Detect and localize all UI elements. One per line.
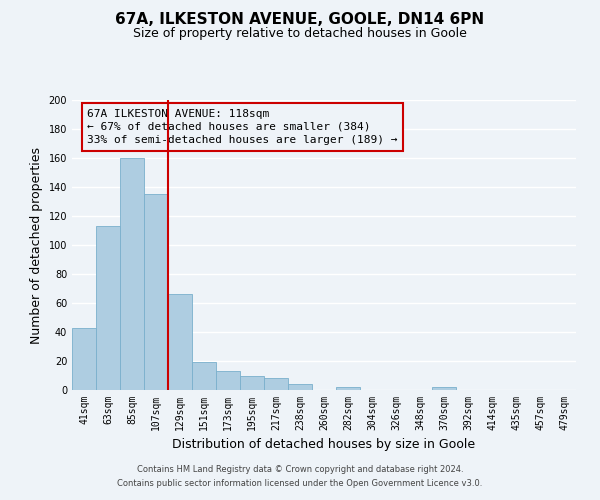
Bar xyxy=(216,371,240,390)
Bar xyxy=(120,158,144,390)
Bar xyxy=(144,194,168,390)
Text: 67A, ILKESTON AVENUE, GOOLE, DN14 6PN: 67A, ILKESTON AVENUE, GOOLE, DN14 6PN xyxy=(115,12,485,28)
Y-axis label: Number of detached properties: Number of detached properties xyxy=(30,146,43,344)
Bar xyxy=(432,387,456,390)
Bar xyxy=(72,328,96,390)
Bar xyxy=(192,362,216,390)
Bar xyxy=(288,384,312,390)
Text: Size of property relative to detached houses in Goole: Size of property relative to detached ho… xyxy=(133,28,467,40)
X-axis label: Distribution of detached houses by size in Goole: Distribution of detached houses by size … xyxy=(172,438,476,452)
Text: 67A ILKESTON AVENUE: 118sqm
← 67% of detached houses are smaller (384)
33% of se: 67A ILKESTON AVENUE: 118sqm ← 67% of det… xyxy=(87,108,398,145)
Text: Contains HM Land Registry data © Crown copyright and database right 2024.
Contai: Contains HM Land Registry data © Crown c… xyxy=(118,466,482,487)
Bar xyxy=(96,226,120,390)
Bar xyxy=(168,294,192,390)
Bar xyxy=(336,387,360,390)
Bar xyxy=(240,376,264,390)
Bar xyxy=(264,378,288,390)
